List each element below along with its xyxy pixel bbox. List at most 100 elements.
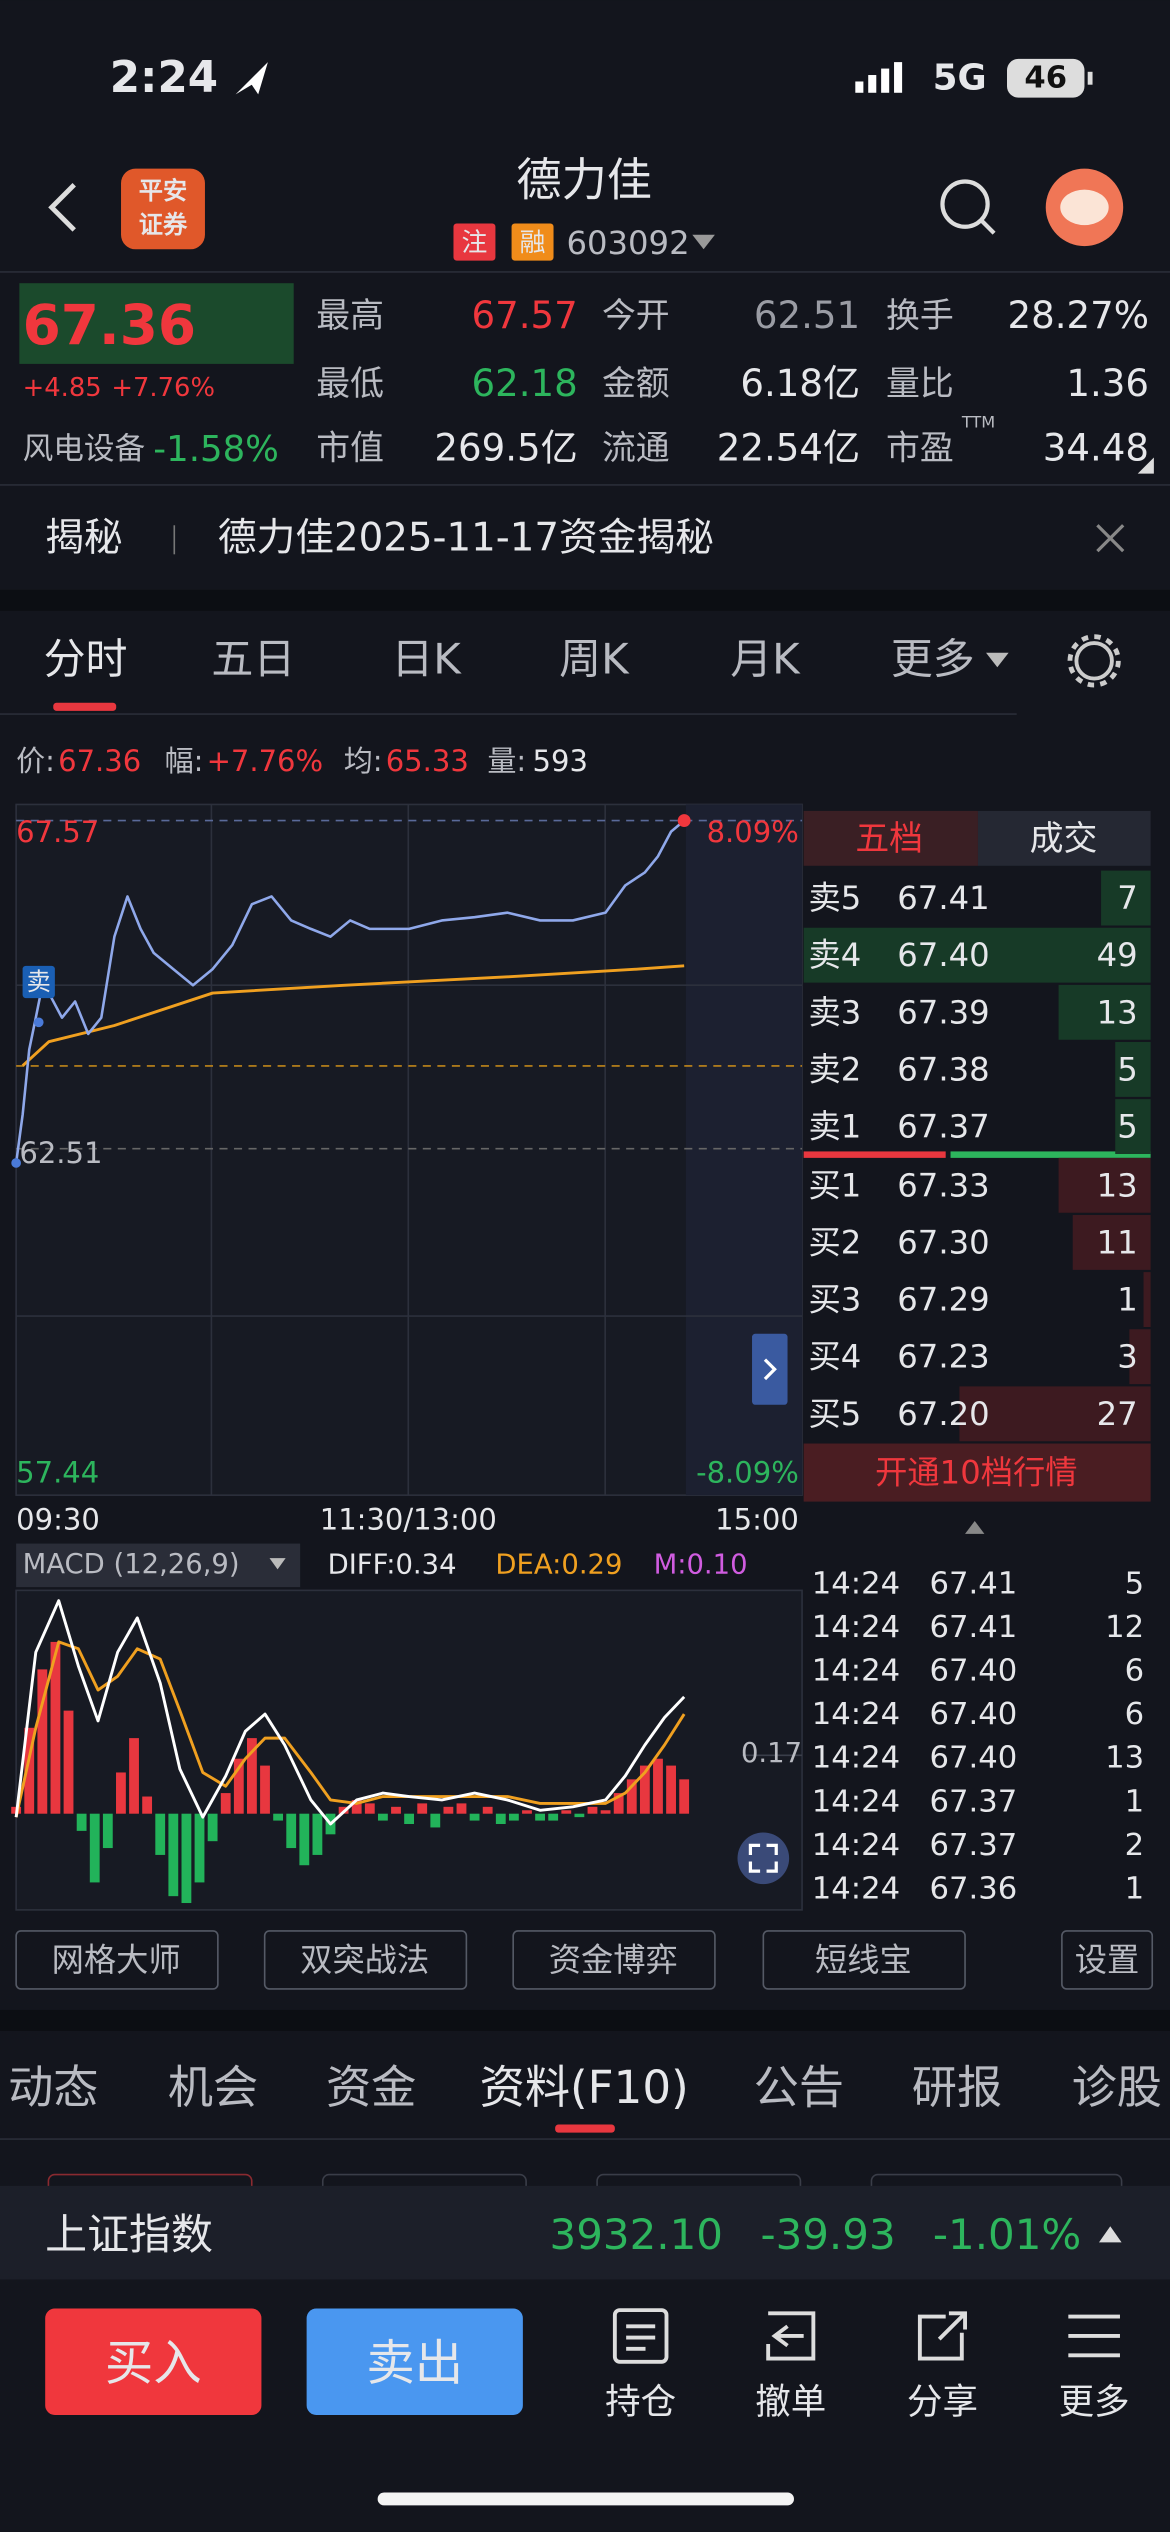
tool-button[interactable] <box>512 1930 716 1990</box>
chart-tab[interactable]: 周K <box>559 635 630 684</box>
macd-bar <box>587 1806 598 1814</box>
stat-label: 量比 <box>886 364 954 403</box>
trade-price: 67.37 <box>930 1828 1018 1863</box>
trade-price: 67.36 <box>930 1871 1018 1906</box>
price-box <box>19 283 294 364</box>
chart-tab[interactable]: 日K <box>391 635 462 684</box>
chart-tab[interactable]: 五日 <box>211 635 295 684</box>
info-tab[interactable]: 公告 <box>754 2061 844 2114</box>
index-expand[interactable] <box>1098 2226 1122 2243</box>
macd-bar <box>522 1810 532 1814</box>
collapse-button[interactable] <box>752 1333 788 1405</box>
more-dropdown <box>986 652 1009 668</box>
value: 0.34 <box>395 1549 456 1580</box>
label: M: <box>654 1549 687 1580</box>
sell-button[interactable] <box>306 2308 523 2416</box>
trade-volume: 5 <box>1125 1566 1145 1601</box>
info-tab[interactable]: 诊股 <box>1072 2061 1162 2114</box>
trade-volume: 2 <box>1125 1828 1145 1863</box>
stat-label: 金额 <box>602 364 670 403</box>
upgrade-text: 开通10档行情 <box>875 1454 1077 1492</box>
macd-bar <box>613 1793 624 1814</box>
summary-label: 幅: <box>165 744 204 778</box>
avatar-face <box>1060 189 1109 226</box>
info-tab[interactable]: 资金 <box>326 2061 416 2114</box>
macd-diff: DIFF:0.34 <box>328 1549 457 1580</box>
index-bar[interactable] <box>0 2185 1170 2280</box>
order-tab[interactable]: 五档 <box>855 819 923 858</box>
index-change-pct: -1.01% <box>933 2210 1081 2259</box>
last-price: 67.36 <box>23 293 197 357</box>
settings-button[interactable] <box>1074 641 1114 681</box>
battery <box>1007 58 1085 98</box>
macd-bar <box>495 1813 506 1825</box>
summary-label: 均: <box>344 744 383 778</box>
action-label[interactable]: 更多 <box>1059 2382 1130 2423</box>
chart-tab[interactable]: 更多 <box>891 635 975 684</box>
summary-value: 593 <box>533 744 588 778</box>
x-tick-label: 09:30 <box>16 1502 100 1536</box>
chart-tab[interactable]: 分时 <box>44 635 128 684</box>
level-label: 买1 <box>809 1166 862 1204</box>
notice-close[interactable] <box>1096 524 1125 553</box>
macd-selector[interactable] <box>16 1543 301 1588</box>
trade-volume: 12 <box>1105 1610 1144 1645</box>
search-button[interactable] <box>940 179 990 229</box>
macd-bar <box>312 1813 323 1855</box>
buy-label: 买入 <box>105 2335 202 2391</box>
back-button[interactable] <box>48 183 76 232</box>
macd-bar <box>220 1793 231 1814</box>
stat-value: 1.36 <box>1066 362 1149 405</box>
action-label[interactable]: 持仓 <box>605 2382 676 2423</box>
trade-marker: 卖 <box>27 968 51 996</box>
tool-button[interactable] <box>762 1930 966 1990</box>
macd-bar <box>89 1813 100 1883</box>
summary-value: +7.76% <box>207 744 324 778</box>
price-dot <box>677 814 691 828</box>
tool-button[interactable] <box>15 1930 219 1990</box>
scroll-up[interactable] <box>965 1520 985 1534</box>
code-dropdown[interactable] <box>692 234 715 250</box>
section-gap <box>0 2009 1170 2031</box>
trade-dot <box>33 1017 44 1028</box>
tool-label: 双突战法 <box>300 1941 429 1979</box>
volume-bar <box>959 1386 1151 1442</box>
trade-time: 14:24 <box>812 1828 900 1863</box>
macd-bar <box>430 1813 441 1828</box>
tool-button[interactable] <box>263 1930 468 1990</box>
tool-button[interactable] <box>1061 1930 1154 1990</box>
fullscreen-button[interactable] <box>737 1832 790 1885</box>
ask-bid-divider <box>950 1151 1151 1158</box>
stat-value: 62.18 <box>471 362 577 405</box>
trade-time: 14:24 <box>812 1566 900 1601</box>
macd-bar <box>391 1806 401 1814</box>
trade-volume: 6 <box>1125 1654 1145 1689</box>
summary-value: 65.33 <box>386 744 469 778</box>
upgrade-button[interactable] <box>803 1443 1151 1502</box>
info-tab[interactable]: 机会 <box>168 2061 258 2114</box>
macd-bar <box>24 1727 35 1814</box>
info-tab[interactable]: 动态 <box>8 2061 98 2114</box>
diff-line <box>14 1599 686 1826</box>
buy-button[interactable] <box>45 2308 262 2416</box>
level-price: 67.40 <box>897 936 989 974</box>
chart-tab[interactable]: 月K <box>730 635 801 684</box>
index-change: -39.93 <box>760 2210 895 2259</box>
macd-bar <box>273 1813 284 1821</box>
battery-level: 46 <box>1024 61 1067 96</box>
notice-text[interactable]: 德力佳2025-11-17资金揭秘 <box>218 516 714 561</box>
level-price: 67.39 <box>897 993 989 1031</box>
info-tab[interactable]: 资料(F10) <box>480 2061 689 2114</box>
macd-bar <box>377 1813 388 1821</box>
info-tab[interactable]: 研报 <box>912 2061 1002 2114</box>
order-tab[interactable]: 成交 <box>1030 819 1098 858</box>
order-tab-bg <box>803 810 978 866</box>
action-label[interactable]: 分享 <box>907 2382 978 2423</box>
open-dot <box>11 1158 21 1168</box>
order-tab-bg <box>977 810 1151 866</box>
x-tick-label: 15:00 <box>715 1502 799 1536</box>
macd-bar <box>626 1779 637 1814</box>
action-label[interactable]: 撤单 <box>755 2382 826 2423</box>
trade-marker-bg <box>22 965 55 999</box>
trade-time: 14:24 <box>812 1741 900 1776</box>
